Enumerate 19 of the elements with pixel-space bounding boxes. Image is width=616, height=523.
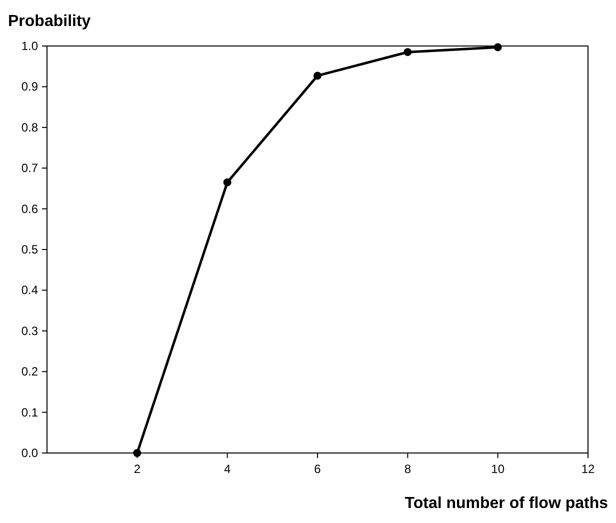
x-tick-label: 2 [134,462,141,476]
y-tick-label: 0.6 [21,202,38,216]
y-tick-label: 0.5 [21,242,38,256]
y-tick-label: 0.1 [21,405,38,420]
y-tick-label: 0.2 [21,364,38,379]
y-tick-label: 0.3 [21,324,38,338]
y-tick-label: 1.0 [21,39,38,53]
x-axis-title: Total number of flow paths [404,495,608,512]
y-tick-label: 0.4 [21,283,38,298]
y-tick-label: 0.0 [21,446,38,460]
x-tick-label: 6 [314,462,322,476]
x-tick-label: 10 [491,462,505,476]
y-tick-label: 0.9 [21,80,38,94]
x-tick-label: 12 [581,462,595,476]
y-tick-label: 0.8 [21,120,38,134]
y-axis-title: Probability [8,13,91,30]
y-tick-label: 0.7 [21,161,38,176]
x-tick-label: 8 [404,462,412,476]
x-tick-label: 4 [224,462,231,476]
